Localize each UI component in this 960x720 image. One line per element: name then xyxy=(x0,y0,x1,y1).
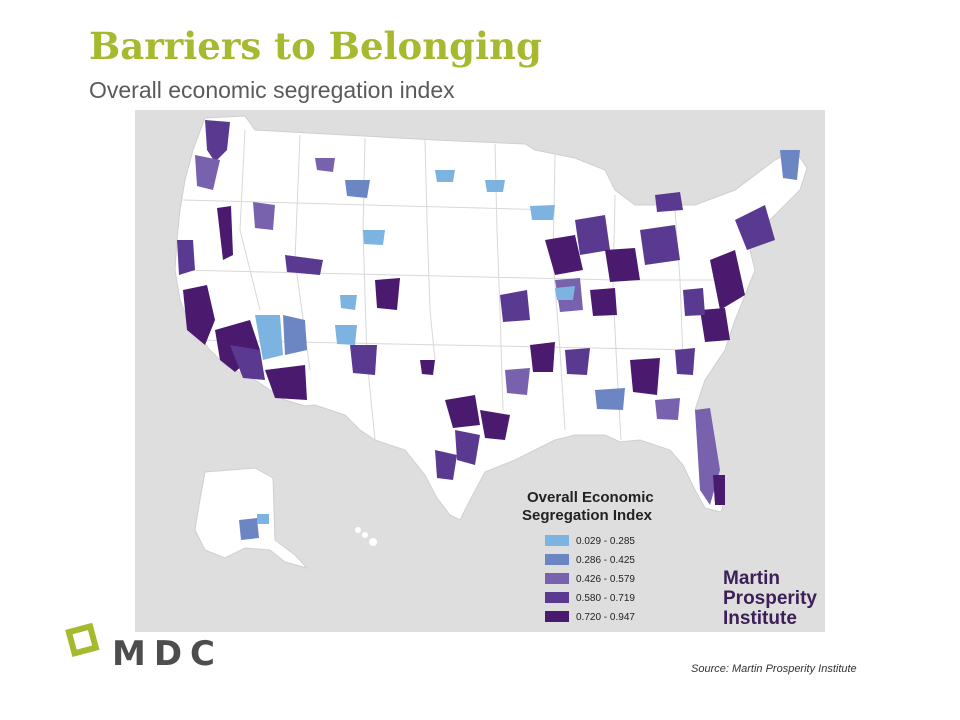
mdc-logo: MDC xyxy=(64,620,234,680)
source-caption: Source: Martin Prosperity Institute xyxy=(691,663,857,675)
legend-swatch xyxy=(545,535,569,546)
mdc-logo-text: MDC xyxy=(112,634,224,674)
map-legend: Overall Economic Segregation Index 0.029… xyxy=(522,489,654,623)
slide-title: Barriers to Belonging xyxy=(89,24,542,68)
alaska-landmass xyxy=(194,467,309,569)
legend-label: 0.426 - 0.579 xyxy=(576,574,635,585)
legend-title-line1: Overall Economic xyxy=(527,489,654,506)
legend-swatch xyxy=(545,573,569,584)
segregation-map: Overall Economic Segregation Index 0.029… xyxy=(135,110,825,632)
us-landmass xyxy=(174,115,808,521)
legend-label: 0.029 - 0.285 xyxy=(576,536,635,547)
legend-swatch xyxy=(545,592,569,603)
brand-line3: Institute xyxy=(723,608,797,629)
mdc-logo-mark-icon xyxy=(65,622,100,658)
brand-line2: Prosperity xyxy=(723,588,817,609)
legend-label: 0.286 - 0.425 xyxy=(576,555,635,566)
legend-title-line2: Segregation Index xyxy=(522,507,653,524)
martin-prosperity-branding: Martin Prosperity Institute xyxy=(723,568,817,629)
legend-label: 0.720 - 0.947 xyxy=(576,612,635,623)
metro-regions xyxy=(177,120,800,540)
legend-swatch xyxy=(545,611,569,622)
brand-line1: Martin xyxy=(723,568,780,589)
legend-swatch xyxy=(545,554,569,565)
hawaii-landmass xyxy=(355,527,377,546)
slide-subtitle: Overall economic segregation index xyxy=(89,77,455,103)
legend-label: 0.580 - 0.719 xyxy=(576,593,635,604)
